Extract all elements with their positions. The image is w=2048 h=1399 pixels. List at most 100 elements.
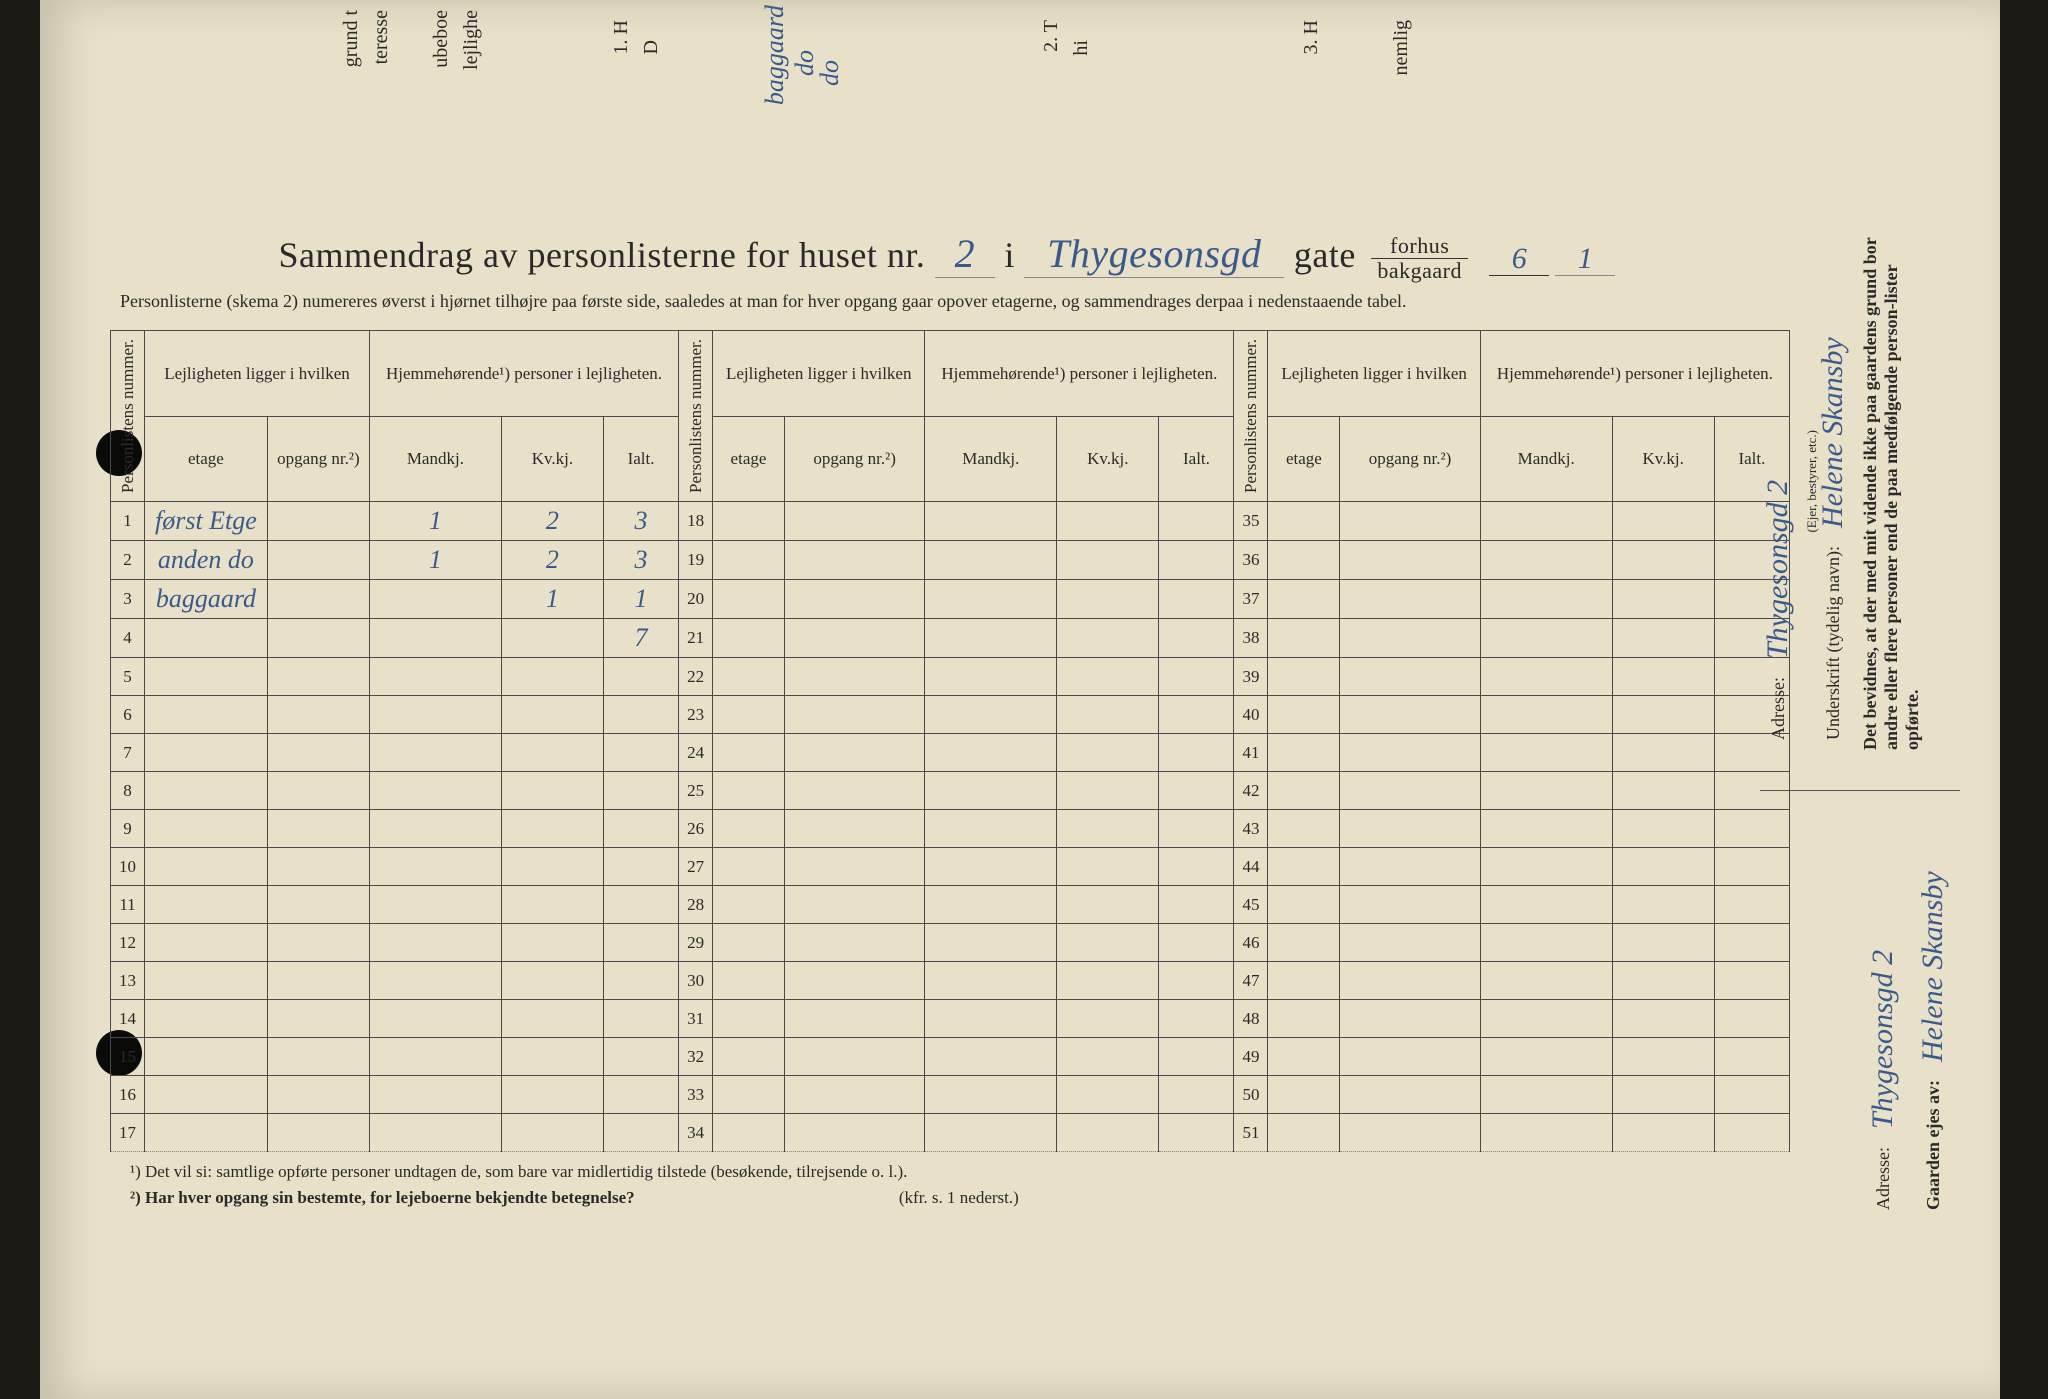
table-cell [267, 1000, 369, 1038]
table-cell [501, 696, 603, 734]
table-cell [1480, 962, 1612, 1000]
table-cell [1612, 1038, 1714, 1076]
table-cell: 26 [679, 810, 713, 848]
handwritten-note: do [815, 60, 845, 86]
table-cell [145, 1076, 268, 1114]
table-cell [267, 810, 369, 848]
table-cell: 2 [501, 541, 603, 580]
table-cell [369, 619, 501, 658]
table-cell [1612, 580, 1714, 619]
table-cell [1340, 1114, 1480, 1152]
table-cell [1340, 541, 1480, 580]
table-cell: 42 [1234, 772, 1268, 810]
street-name: Thygesonsgd [1024, 230, 1284, 278]
table-cell [145, 658, 268, 696]
bevidnes-text: Det bevidnes, at der med mit vidende ikk… [1860, 238, 1922, 750]
table-cell [267, 962, 369, 1000]
footnote-2-suffix: (kfr. s. 1 nederst.) [899, 1188, 1019, 1207]
table-cell [369, 658, 501, 696]
table-cell [1057, 924, 1159, 962]
table-cell [1159, 962, 1234, 1000]
table-cell: 44 [1234, 848, 1268, 886]
forhus-bakgaard-numbers: 6 1 [1489, 242, 1615, 276]
table-cell [604, 1000, 679, 1038]
fragment-text: 1. H [610, 20, 633, 54]
table-cell [925, 772, 1057, 810]
table-cell [604, 924, 679, 962]
table-cell: 45 [1234, 886, 1268, 924]
table-cell [784, 1114, 924, 1152]
table-cell [1480, 1114, 1612, 1152]
table-cell: 24 [679, 734, 713, 772]
table-cell [925, 1076, 1057, 1114]
table-cell [1480, 502, 1612, 541]
table-cell: 32 [679, 1038, 713, 1076]
table-cell [1480, 541, 1612, 580]
col-etage: etage [1268, 416, 1340, 501]
table-cell: 49 [1234, 1038, 1268, 1076]
table-cell: 48 [1234, 1000, 1268, 1038]
table-cell [1057, 1038, 1159, 1076]
col-mandkj: Mandkj. [369, 416, 501, 501]
document-page: grund t teresse ubeboe lejlighe 1. H D 2… [40, 0, 2000, 1399]
table-cell [501, 848, 603, 886]
table-cell: 28 [679, 886, 713, 924]
table-cell: anden do [145, 541, 268, 580]
gaarden-value: Helene Skansby [1916, 871, 1949, 1062]
table-cell [1057, 772, 1159, 810]
subtitle-text: Personlisterne (skema 2) numereres øvers… [120, 291, 1407, 311]
table-cell [1268, 924, 1340, 962]
table-cell [604, 848, 679, 886]
table-cell: 7 [604, 619, 679, 658]
table-cell [1057, 696, 1159, 734]
table-cell [501, 924, 603, 962]
fragment-text: hi [1070, 40, 1093, 56]
table-cell: 31 [679, 1000, 713, 1038]
adresse-value: Thygesonsgd 2 [1761, 480, 1794, 659]
table-cell [1340, 619, 1480, 658]
table-cell [604, 696, 679, 734]
table-cell [1268, 1076, 1340, 1114]
table-cell [925, 1000, 1057, 1038]
table-cell [604, 886, 679, 924]
table-cell [1159, 810, 1234, 848]
table-cell: 3 [604, 541, 679, 580]
table-row: 62340 [111, 696, 1790, 734]
table-cell [1612, 1114, 1714, 1152]
bakgaard-label: bakgaard [1371, 259, 1468, 283]
forhus-bakgaard-fraction: forhus bakgaard [1371, 234, 1468, 283]
table-cell: 41 [1234, 734, 1268, 772]
table-cell: 7 [111, 734, 145, 772]
table-cell [267, 1038, 369, 1076]
table-cell [1057, 962, 1159, 1000]
forhus-label: forhus [1371, 234, 1468, 259]
table-row: 122946 [111, 924, 1790, 962]
table-cell [604, 810, 679, 848]
table-cell: 5 [111, 658, 145, 696]
table-cell [604, 1038, 679, 1076]
title-gate: gate [1294, 235, 1356, 275]
table-cell [1268, 580, 1340, 619]
fragment-text: teresse [370, 10, 393, 64]
table-cell [1612, 658, 1714, 696]
table-cell [604, 1076, 679, 1114]
table-cell [1480, 734, 1612, 772]
adresse2-label: Adresse: [1873, 1147, 1893, 1210]
table-cell [1268, 1114, 1340, 1152]
table-cell [1268, 502, 1340, 541]
table-cell: først Etge [145, 502, 268, 541]
table-cell [784, 848, 924, 886]
table-cell [369, 1076, 501, 1114]
table-cell [267, 886, 369, 924]
table-row: 173451 [111, 1114, 1790, 1152]
table-cell [501, 658, 603, 696]
table-cell [1159, 580, 1234, 619]
table-cell [501, 772, 603, 810]
col-ialt: Ialt. [604, 416, 679, 501]
table-cell [1480, 696, 1612, 734]
table-cell [1268, 734, 1340, 772]
table-cell [1057, 886, 1159, 924]
table-row: 3baggaard112037 [111, 580, 1790, 619]
table-cell: 3 [604, 502, 679, 541]
table-cell [501, 962, 603, 1000]
